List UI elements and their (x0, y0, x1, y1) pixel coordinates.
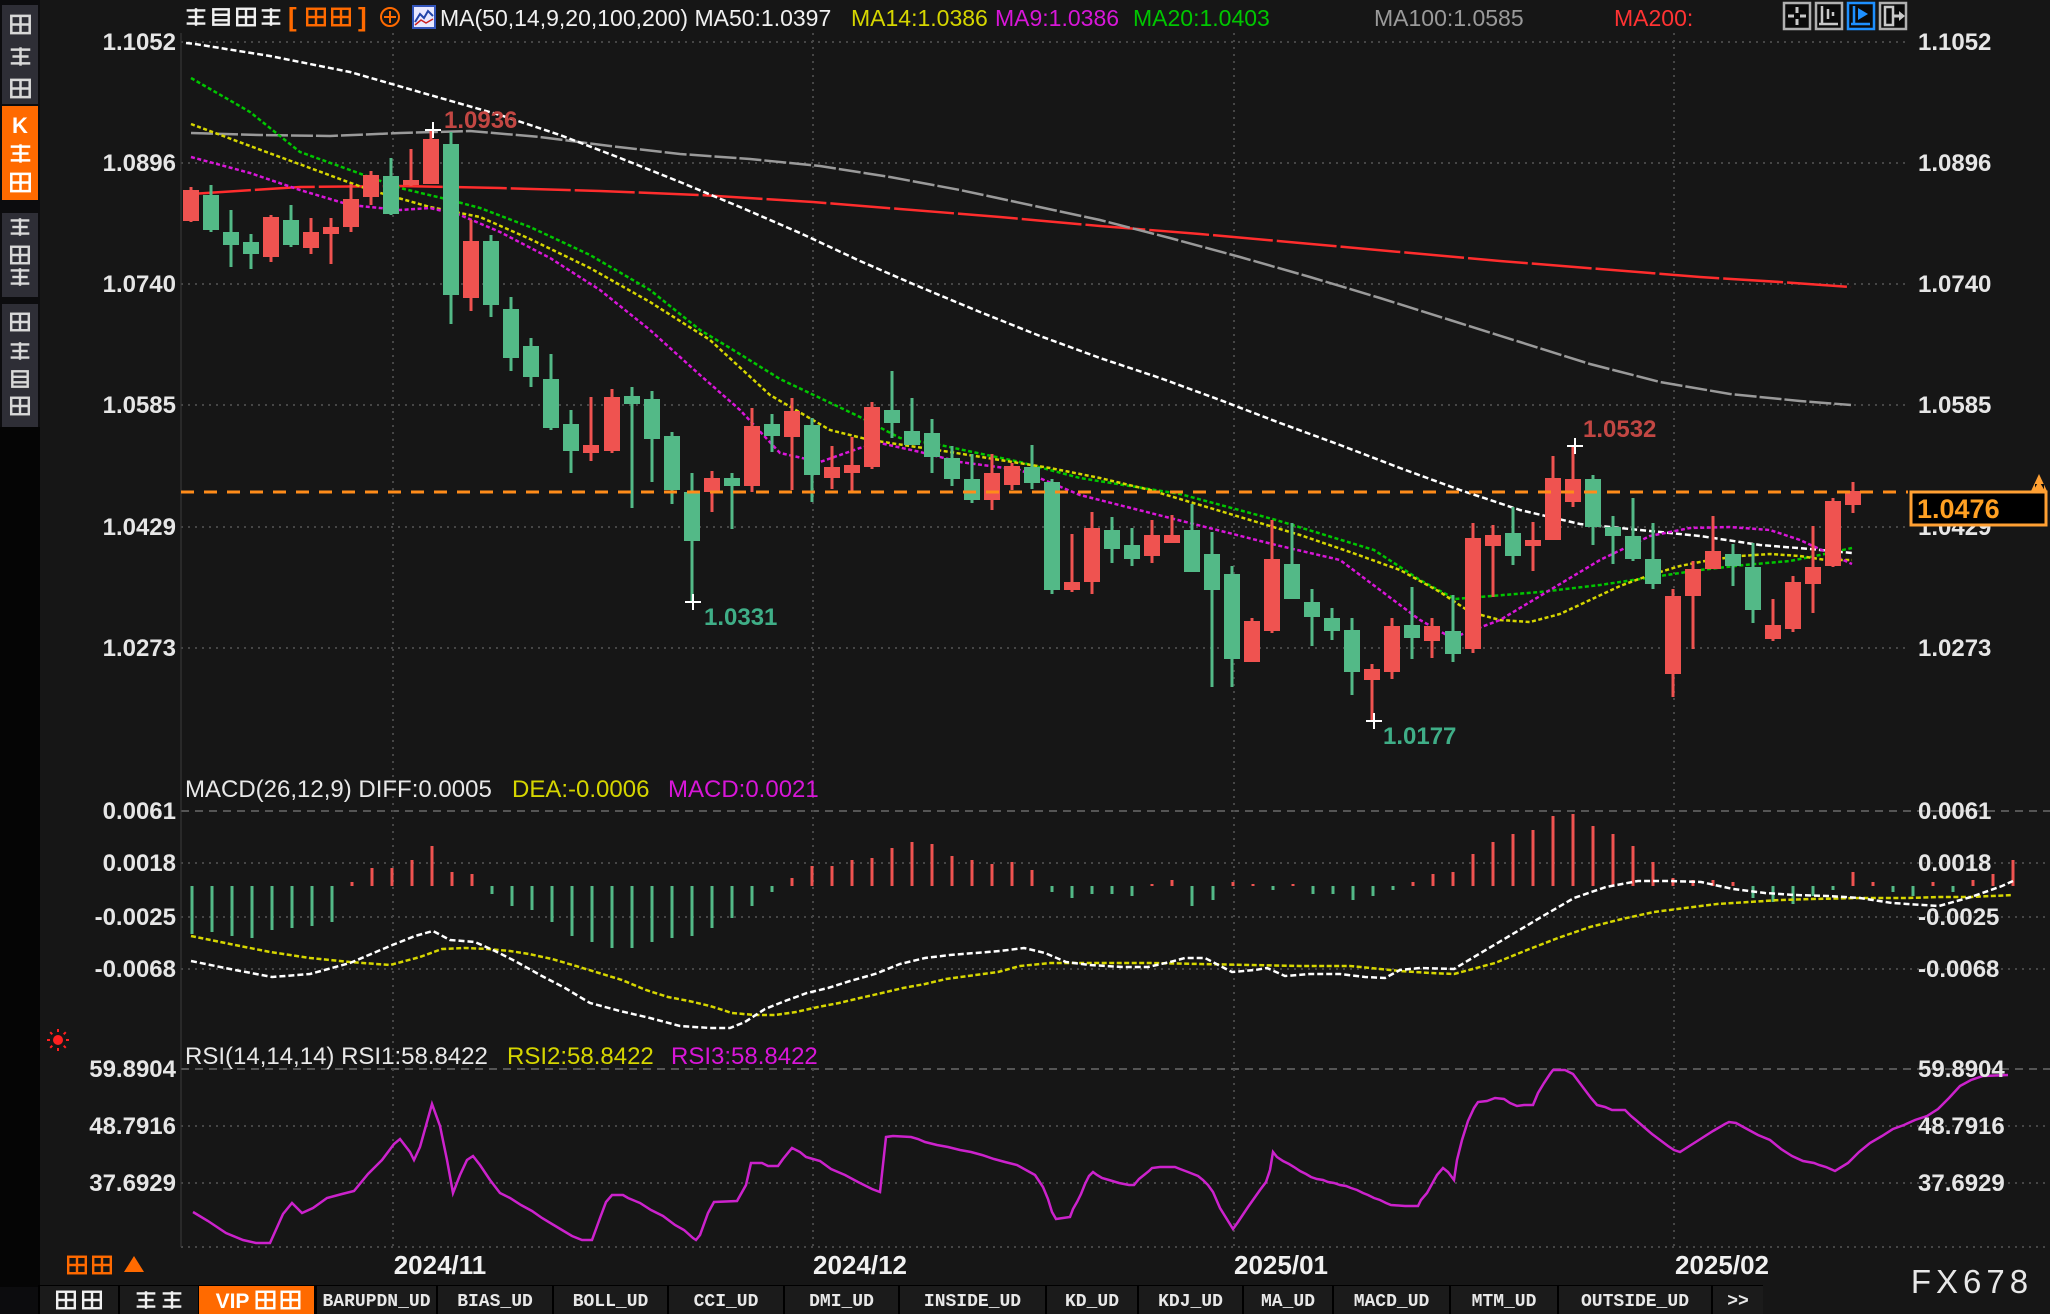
svg-text:1.0896: 1.0896 (103, 150, 176, 177)
svg-text:MA14:1.0386: MA14:1.0386 (851, 5, 988, 31)
svg-text:37.6929: 37.6929 (1918, 1170, 2005, 1197)
svg-text:MA_UD: MA_UD (1261, 1292, 1315, 1312)
svg-text:1.0936: 1.0936 (444, 107, 517, 134)
svg-text:2024/11: 2024/11 (394, 1250, 487, 1280)
svg-text:RSI3:58.8422: RSI3:58.8422 (671, 1043, 818, 1070)
svg-text:BARUPDN_UD: BARUPDN_UD (322, 1292, 430, 1312)
svg-text:DMI_UD: DMI_UD (809, 1292, 874, 1312)
svg-text:MA100:1.0585: MA100:1.0585 (1374, 5, 1524, 31)
svg-text:1.0740: 1.0740 (103, 271, 176, 298)
svg-text:MACD_UD: MACD_UD (1354, 1292, 1430, 1312)
svg-text:1.0273: 1.0273 (1918, 635, 1991, 662)
svg-text:1.0532: 1.0532 (1583, 416, 1656, 443)
svg-text:K: K (12, 113, 28, 138)
svg-text:RSI2:58.8422: RSI2:58.8422 (507, 1043, 654, 1070)
svg-text:VIP: VIP (216, 1290, 250, 1313)
svg-text:MA200:: MA200: (1614, 5, 1693, 31)
svg-text:CCI_UD: CCI_UD (694, 1292, 759, 1312)
svg-text:1.1052: 1.1052 (103, 29, 176, 56)
svg-text:1.0273: 1.0273 (103, 635, 176, 662)
svg-text:[: [ (288, 2, 297, 32)
svg-text:1.0177: 1.0177 (1383, 723, 1456, 750)
svg-text:-0.0068: -0.0068 (1918, 956, 1999, 983)
svg-text:1.0896: 1.0896 (1918, 150, 1991, 177)
svg-text:>>: >> (1727, 1292, 1749, 1312)
svg-text:0.0018: 0.0018 (103, 850, 176, 877)
svg-text:MA(50,14,9,20,100,200) MA50:1.: MA(50,14,9,20,100,200) MA50:1.0397 (440, 5, 831, 31)
svg-text:1.0331: 1.0331 (704, 604, 777, 631)
svg-text:1.0585: 1.0585 (103, 392, 176, 419)
svg-text:MA20:1.0403: MA20:1.0403 (1133, 5, 1270, 31)
svg-text:MACD(26,12,9) DIFF:0.0005: MACD(26,12,9) DIFF:0.0005 (185, 776, 492, 803)
svg-text:]: ] (358, 2, 367, 32)
svg-text:0.0061: 0.0061 (1918, 798, 1991, 825)
svg-text:1.1052: 1.1052 (1918, 29, 1991, 56)
svg-text:KD_UD: KD_UD (1065, 1292, 1119, 1312)
svg-text:INSIDE_UD: INSIDE_UD (924, 1292, 1021, 1312)
svg-text:1.0476: 1.0476 (1917, 494, 2000, 524)
svg-text:MTM_UD: MTM_UD (1472, 1292, 1537, 1312)
svg-text:0.0018: 0.0018 (1918, 850, 1991, 877)
svg-text:59.8904: 59.8904 (1918, 1056, 2005, 1083)
svg-text:-0.0025: -0.0025 (95, 904, 176, 931)
svg-text:1.0740: 1.0740 (1918, 271, 1991, 298)
svg-text:MACD:0.0021: MACD:0.0021 (668, 776, 819, 803)
svg-text:2025/02: 2025/02 (1675, 1250, 1769, 1280)
svg-text:RSI(14,14,14) RSI1:58.8422: RSI(14,14,14) RSI1:58.8422 (185, 1043, 488, 1070)
svg-text:-0.0025: -0.0025 (1918, 904, 1999, 931)
svg-text:0.0061: 0.0061 (103, 798, 176, 825)
svg-text:59.8904: 59.8904 (89, 1056, 176, 1083)
svg-text:48.7916: 48.7916 (89, 1113, 176, 1140)
svg-text:MA9:1.0386: MA9:1.0386 (995, 5, 1119, 31)
svg-text:OUTSIDE_UD: OUTSIDE_UD (1581, 1292, 1689, 1312)
svg-text:FX678: FX678 (1911, 1263, 2033, 1300)
svg-text:2024/12: 2024/12 (813, 1250, 907, 1280)
svg-text:BOLL_UD: BOLL_UD (573, 1292, 649, 1312)
svg-text:KDJ_UD: KDJ_UD (1158, 1292, 1223, 1312)
svg-text:1.0585: 1.0585 (1918, 392, 1991, 419)
svg-text:BIAS_UD: BIAS_UD (457, 1292, 533, 1312)
svg-text:-0.0068: -0.0068 (95, 956, 176, 983)
svg-text:2025/01: 2025/01 (1234, 1250, 1328, 1280)
svg-text:DEA:-0.0006: DEA:-0.0006 (512, 776, 649, 803)
svg-text:37.6929: 37.6929 (89, 1170, 176, 1197)
svg-text:1.0429: 1.0429 (103, 514, 176, 541)
svg-text:48.7916: 48.7916 (1918, 1113, 2005, 1140)
